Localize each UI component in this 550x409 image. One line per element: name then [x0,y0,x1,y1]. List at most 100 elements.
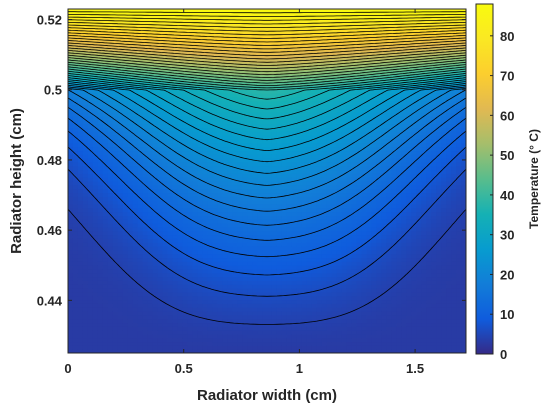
field-cell [182,70,188,75]
field-cell [281,238,288,243]
field-cell [107,77,114,83]
field-cell [197,295,203,301]
field-cell [132,314,139,320]
field-cell [286,288,293,293]
field-cell [112,234,119,239]
field-cell [192,207,198,213]
field-cell [252,238,258,243]
field-cell [162,66,169,71]
field-cell [257,268,263,274]
field-cell [147,165,154,171]
field-cell [232,20,238,25]
field-cell [187,288,193,293]
field-cell [68,203,74,209]
field-cell [102,104,109,109]
field-cell [137,330,144,335]
field-cell [137,54,144,60]
field-cell [247,9,253,14]
field-cell [77,234,84,239]
field-cell [102,257,109,262]
field-cell [242,47,248,52]
field-cell [291,245,298,251]
field-cell [117,135,124,140]
field-cell [107,112,114,117]
field-cell [331,253,338,259]
field-cell [92,314,99,320]
field-cell [207,173,213,178]
field-cell [152,154,159,159]
field-cell [87,116,94,121]
field-cell [257,196,263,201]
field-cell [82,116,89,121]
field-cell [77,127,84,132]
field-cell [152,169,159,174]
field-cell [291,51,298,56]
field-cell [68,85,74,90]
field-cell [137,257,144,262]
field-cell [271,295,278,301]
field-cell [187,200,193,205]
field-cell [281,303,288,308]
field-cell [137,238,144,243]
field-cell [152,150,159,155]
field-cell [286,66,293,71]
field-cell [271,261,278,266]
field-cell [301,181,308,186]
field-cell [197,310,203,316]
field-cell [167,127,174,132]
field-cell [68,314,74,320]
field-cell [336,291,343,297]
field-cell [227,265,233,270]
field-cell [306,307,313,312]
field-cell [97,265,104,270]
field-cell [152,272,159,278]
field-cell [311,89,318,94]
field-cell [267,349,273,353]
field-cell [281,288,288,293]
field-cell [281,119,288,125]
field-cell [237,181,243,186]
field-cell [311,345,318,350]
field-cell [247,341,253,346]
field-cell [237,39,243,44]
field-cell [222,303,228,308]
field-cell [162,104,169,109]
field-cell [296,223,303,228]
field-cell [77,265,84,270]
field-cell [92,158,99,163]
field-cell [301,20,308,25]
field-cell [311,138,318,144]
field-cell [167,219,174,224]
field-cell [321,349,328,353]
field-cell [242,196,248,201]
field-cell [217,226,223,232]
field-cell [257,31,263,37]
field-cell [182,234,188,239]
field-cell [341,307,348,312]
field-cell [172,322,179,327]
field-cell [316,112,323,117]
field-cell [152,349,159,353]
field-cell [187,131,193,136]
field-cell [316,268,323,274]
field-cell [112,39,119,44]
field-cell [137,9,144,14]
field-cell [122,66,129,71]
field-cell [247,203,253,209]
field-cell [291,161,298,167]
field-cell [247,295,253,301]
field-cell [112,211,119,216]
field-cell [217,276,223,281]
field-cell [296,158,303,163]
field-cell [217,253,223,259]
field-cell [252,295,258,301]
field-cell [331,196,338,201]
field-cell [92,307,99,312]
field-cell [271,16,278,22]
field-cell [281,349,288,353]
field-cell [132,104,139,109]
field-cell [331,70,338,75]
field-cell [137,307,144,312]
field-cell [177,295,184,301]
field-cell [227,284,233,289]
